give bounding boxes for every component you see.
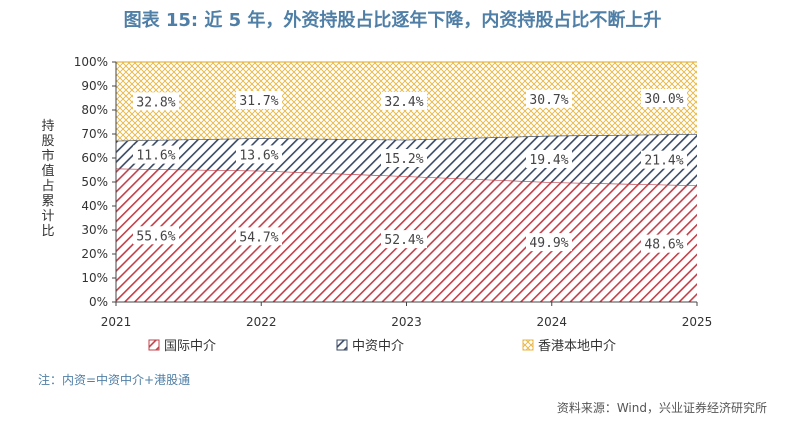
data-label-bg [133,145,179,164]
data-label-bg [236,91,282,110]
x-tick-label: 2025 [682,315,713,329]
data-label-bg [381,91,427,110]
y-tick-label: 100% [74,55,108,69]
legend-label-0: 国际中介 [164,339,216,354]
data-label: 55.6% [136,229,175,244]
data-label: 49.9% [529,236,568,251]
x-tick-label: 2023 [391,315,422,329]
y-tick-label: 90% [81,79,108,93]
data-label-bg [641,89,687,107]
x-tick-label: 2022 [246,315,277,329]
data-label: 13.6% [239,148,278,163]
data-label: 21.4% [644,154,683,169]
data-label: 15.2% [384,152,423,167]
y-tick-label: 10% [81,271,108,285]
legend-swatch-2 [522,339,534,351]
data-label: 32.8% [136,95,175,110]
x-tick-label: 2021 [101,315,132,329]
data-label: 19.4% [529,153,568,168]
data-label: 30.0% [644,92,683,107]
y-tick-label: 0% [89,295,108,309]
y-tick-label: 40% [81,199,108,213]
data-label-bg [381,149,427,167]
data-label-bg [526,89,572,108]
data-label-bg [133,92,179,111]
data-label: 11.6% [136,149,175,164]
data-label: 32.4% [384,95,423,110]
y-tick-label: 20% [81,247,108,261]
y-tick-label: 50% [81,175,108,189]
data-label-bg [526,233,572,252]
data-label: 48.6% [644,238,683,253]
data-label-bg [133,226,179,245]
data-label-bg [236,145,282,164]
y-axis-label: 持股市值占累计比 [41,119,54,239]
data-label-bg [381,230,427,249]
y-tick-label: 80% [81,103,108,117]
chart-title: 图表 15: 近 5 年，外资持股占比逐年下降，内资持股占比不断上升 [123,10,662,31]
data-label: 30.7% [529,93,568,108]
y-tick-label: 60% [81,151,108,165]
y-tick-label: 70% [81,127,108,141]
data-label: 52.4% [384,233,423,248]
data-label: 54.7% [239,230,278,245]
x-tick-label: 2024 [536,315,567,329]
legend-label-2: 香港本地中介 [538,339,616,354]
data-label-bg [236,227,282,246]
legend-swatch-0 [148,339,160,351]
footnote: 注：内资=中资中介+港股通 [38,373,191,387]
data-label-bg [641,234,687,253]
data-label-bg [526,149,572,168]
y-tick-label: 30% [81,223,108,237]
legend-label-1: 中资中介 [352,339,404,354]
legend-swatch-1 [336,339,348,351]
data-label-bg [641,150,687,169]
data-label: 31.7% [239,94,278,109]
source-text: 资料来源：Wind，兴业证券经济研究所 [556,401,767,415]
